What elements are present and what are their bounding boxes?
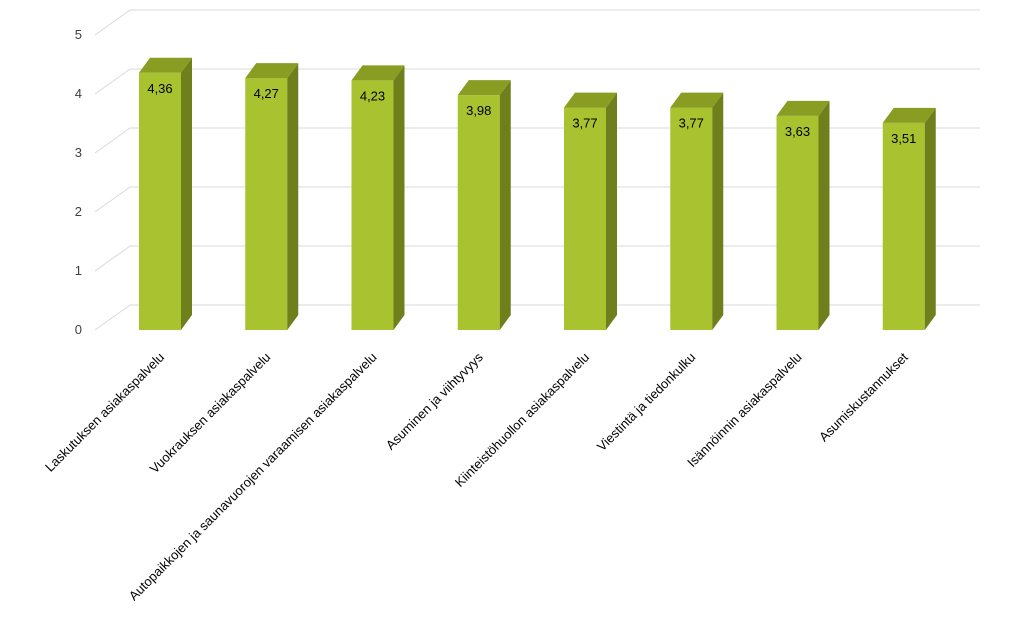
x-category-label: Autopaikkojen ja saunavuorojen varaamise… [126,350,380,604]
bars [139,57,936,331]
data-label: 3,51 [891,131,916,146]
gridline [94,186,980,213]
gridlines [94,9,980,331]
bar-front [564,107,606,330]
bar-front [245,78,288,330]
bar-side [287,63,299,330]
x-category-label: Laskutuksen asiakaspalvelu [42,350,167,475]
bar-side [181,57,192,330]
bar-front [351,80,394,331]
bar-side [818,100,830,330]
y-tick-label: 4 [75,86,82,101]
bar-front [457,95,500,331]
bar-front [139,72,181,330]
bar [564,92,617,330]
x-category-label: Asuminen ja viihtyvyys [383,349,486,452]
gridline [94,304,980,331]
bar-top [670,92,724,108]
gridline [94,68,980,95]
bar-side [712,92,724,330]
bar [670,92,724,330]
y-tick-label: 1 [75,263,82,278]
data-label: 3,77 [679,116,704,131]
y-tick-label: 2 [75,204,82,219]
bar-side [606,92,617,330]
x-category-label: Isännöinnin asiakaspalvelu [684,350,804,470]
gridline [94,127,980,154]
bar-side [499,80,511,331]
x-category-label: Viestintä ja tiedonkulku [594,350,698,454]
bar-top [776,100,830,116]
bar-front [670,107,713,330]
data-label: 4,23 [360,88,385,103]
bar [351,65,405,331]
data-label: 4,27 [254,86,279,101]
data-label: 3,98 [466,103,491,118]
bar-front [882,122,925,330]
bar [139,57,192,330]
gridline [94,9,980,36]
x-category-label: Vuokrauksen asiakaspalvelu [147,350,274,477]
y-tick-label: 3 [75,145,82,160]
bar-front [776,115,819,330]
bar [776,100,830,330]
bar-side [393,65,405,331]
bar-top [351,65,405,81]
gridline [94,245,980,272]
bar-top [882,107,936,123]
y-tick-label: 0 [75,322,82,337]
x-category-label: Asumiskustannukset [816,349,911,444]
bar-top [139,57,192,73]
data-label: 3,63 [785,124,810,139]
y-axis-ticks: 0 1 2 3 4 5 [75,27,82,337]
bar [457,80,511,331]
bar-top [457,80,511,96]
data-labels: 4,36 4,27 4,23 3,98 3,77 3,77 3,63 3,51 [147,81,916,146]
bar-top [245,63,299,79]
bar-side [924,107,936,330]
bar [882,107,936,330]
bar-top [564,92,617,108]
bar [245,63,299,330]
y-tick-label: 5 [75,27,82,42]
data-label: 3,77 [572,116,597,131]
data-label: 4,36 [147,81,172,96]
